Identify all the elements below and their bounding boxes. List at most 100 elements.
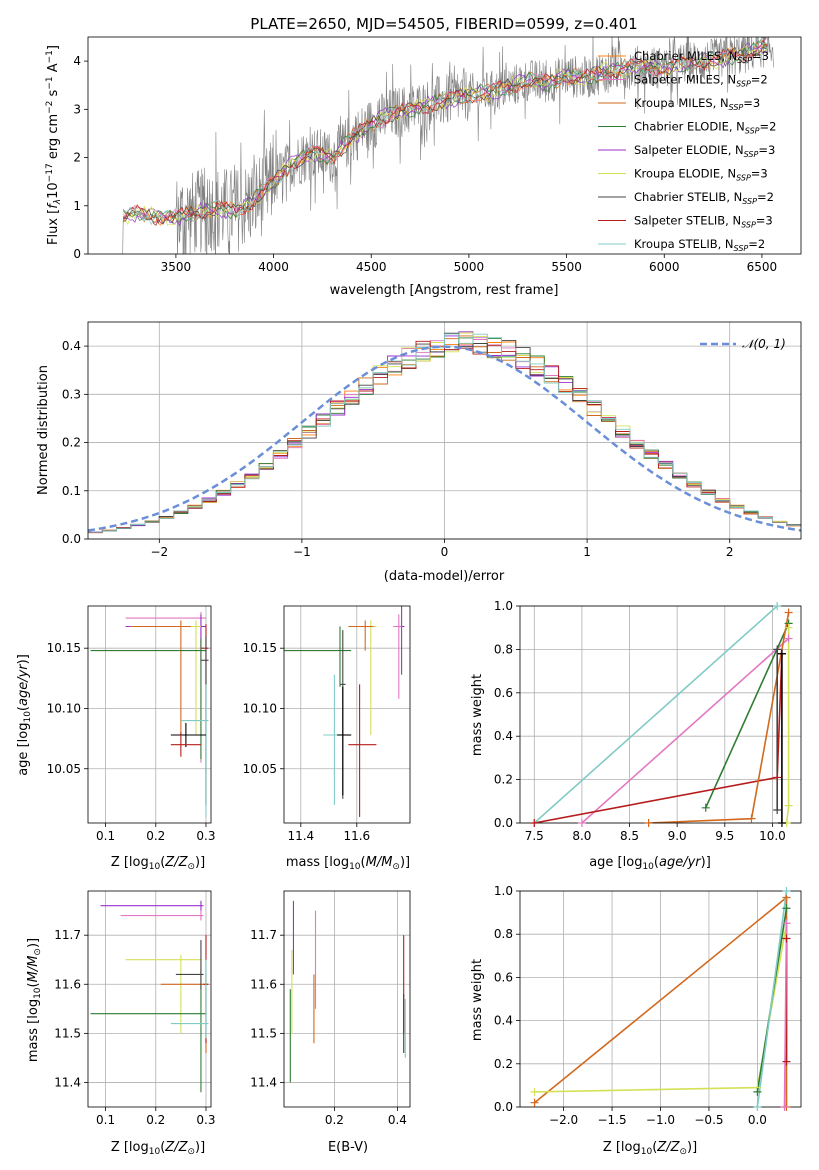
y-tick-label-4: 0.4 [62,339,81,353]
plot-area [119,37,774,254]
legend-label-text-0: Chabrier MILES, N [634,49,737,63]
series-marker-5-1 [784,801,793,810]
axes-frame [283,890,411,1108]
residuals-xlabel: (data-model)/error [384,569,505,584]
y-tick-label-2: 0.4 [494,729,513,743]
x-tick-label-0: 0.1 [96,1113,115,1127]
y-tick-label-2: 2 [73,151,81,165]
series-marker-3-0 [530,819,539,827]
legend-label-text-5: Kroupa ELODIE, N [634,167,736,181]
axes-frame [87,605,212,824]
series-marker-5-1 [782,919,791,928]
y-tick-label-2: 0.4 [494,1014,513,1028]
legend-label-text-1: Salpeter MILES, N [634,73,736,87]
x-tick-label-0: 7.5 [525,829,544,843]
legend-label-text-3: Chabrier ELODIE, N [634,120,745,134]
mass-weight-vs-age-panel: 7.5 8.0 8.5 9.0 9.5 10.0 0.0 0.2 0.4 0.6 0.8 1.0 [494,599,802,843]
x-tick-label-0: 0.1 [96,829,115,843]
mass-vs-EBV-xlabel: E(B-V) [328,1140,368,1155]
legend-label-val-7: =3 [756,214,773,228]
x-tick-label-1: −1.5 [597,1113,626,1127]
series-marker-3-1 [782,934,791,943]
series-marker-4-1 [782,887,791,895]
x-tick-label-2: 0.3 [196,1113,215,1127]
y-tick-label-3: 0.6 [494,686,513,700]
mass-weight-vs-Z-xlabel: Z [log10(Z/Z⊙)] [603,1140,697,1157]
y-tick-label-0: 11.4 [54,1075,81,1089]
mass-weight-vs-Z-panel: −2.0 −1.5 −1.0 −0.5 0.0 0.0 0.2 0.4 0.6 0.8 1.0 [494,884,802,1127]
x-tick-label-2: 0.3 [196,829,215,843]
y-tick-label-2: 0.2 [62,436,81,450]
y-tick-label-4: 0.8 [494,642,513,656]
plot-area [533,606,790,823]
y-tick-label-0: 0 [73,247,81,261]
x-tick-label-1: 0.2 [146,829,165,843]
age-vs-Z-ylabel: age [log10(age/yr)] [16,654,33,776]
legend-label-3: Chabrier ELODIE, NSSP=2 [634,120,776,136]
mass-vs-Z-panel: 0.1 0.2 0.3 11.4 11.5 11.6 11.7 [54,890,216,1127]
x-tick-label-2: −1.0 [646,1113,675,1127]
series-marker-7-0 [777,819,786,827]
legend-label-sub-4: SSP [744,150,759,159]
y-tick-label-3: 0.3 [62,387,81,401]
legend-label-text-4: Salpeter ELODIE, N [634,143,744,157]
series-marker-4-0 [644,819,653,827]
x-tick-label-0: −2.0 [549,1113,578,1127]
x-tick-label-0: 3500 [161,260,192,274]
legend-label-4: Salpeter ELODIE, NSSP=3 [634,143,775,159]
axes-frame [283,605,411,824]
y-tick-label-3: 11.7 [250,928,277,942]
x-tick-label-4: 0.0 [748,1113,767,1127]
legend-label-6: Chabrier STELIB, NSSP=2 [634,190,774,206]
residuals-panel: −2 −1 0 1 2 0.0 0.1 0.2 0.3 0.4 𝒩(0, 1) [62,321,802,559]
x-tick-label-3: 1 [583,545,591,559]
x-tick-label-0: 11.4 [287,829,314,843]
legend-label-sub-7: SSP [741,221,756,230]
y-tick-label-1: 0.2 [494,1057,513,1071]
spectrum-model-8 [122,38,769,226]
y-tick-label-3: 3 [73,102,81,116]
mass-weight-vs-age-xlabel: age [log10(age/yr)] [589,855,711,872]
series-line-4 [756,891,788,1107]
series-line-3 [534,653,783,823]
x-tick-label-1: −1 [293,545,311,559]
x-tick-label-1: 8.0 [572,829,591,843]
series-line-1 [581,637,790,823]
age-vs-Z-xlabel: Z [log10(Z/Z⊙)] [111,855,205,872]
legend-label-text-8: Kroupa STELIB, N [634,237,734,251]
series-marker-6-1 [773,645,782,654]
series-marker-2-1 [782,904,791,913]
mass-weight-vs-age-ylabel: mass weight [470,674,485,756]
legend-label-sub-0: SSP [737,56,752,65]
x-tick-label-2: 0 [441,545,449,559]
x-tick-label-5: 6000 [649,260,680,274]
y-tick-label-5: 1.0 [494,884,513,898]
series-marker-4-1 [747,814,756,823]
legend-label-text-2: Kroupa MILES, N [634,96,729,110]
legend-label-val-0: =3 [752,49,769,63]
age-vs-mass-xlabel: mass [log10(M/M⊙)] [286,855,410,872]
series-line-0 [533,606,778,823]
axes-frame [519,605,802,824]
series-marker-4-2 [784,608,793,617]
normal-legend-label: 𝒩(0, 1) [742,337,786,351]
x-tick-label-0: −2 [150,545,168,559]
series-line-2 [704,623,790,809]
y-tick-label-0: 10.05 [243,762,277,776]
histogram-8 [88,333,801,533]
y-tick-label-1: 11.5 [250,1026,277,1040]
spectrum-model-1 [122,38,768,224]
y-tick-label-2: 10.15 [243,641,277,655]
axes-frame [87,890,212,1108]
y-tick-label-1: 0.1 [62,484,81,498]
x-tick-label-1: 11.6 [343,829,370,843]
x-tick-label-1: 0.2 [146,1113,165,1127]
series-marker-1-0 [577,819,586,827]
y-tick-label-0: 0.0 [494,1100,513,1114]
x-tick-label-1: 4000 [258,260,289,274]
age-vs-Z-panel: 0.1 0.2 0.3 10.05 10.10 10.15 [47,605,216,843]
mass-vs-Z-ylabel: mass [log10(M/M⊙)] [26,938,43,1062]
x-tick-label-2: 4500 [356,260,387,274]
y-tick-label-2: 10.15 [47,641,81,655]
